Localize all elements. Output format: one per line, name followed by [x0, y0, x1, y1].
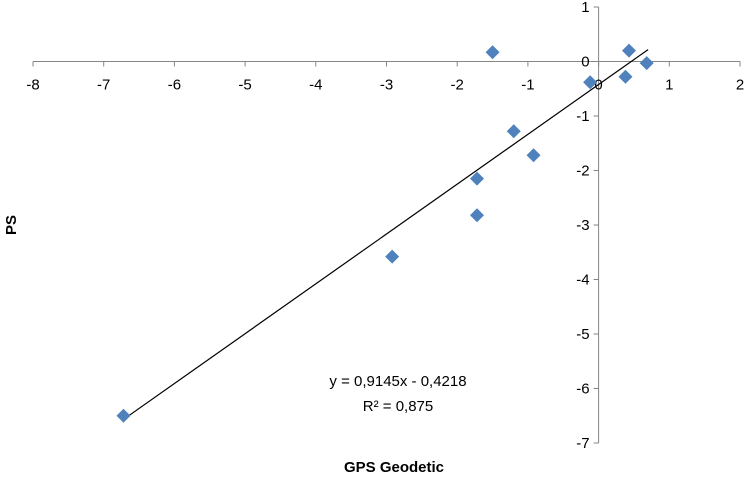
- data-point: [639, 56, 654, 71]
- x-tick-label: 1: [665, 77, 673, 94]
- x-tick-label: -4: [309, 77, 322, 94]
- x-tick-label: -8: [26, 77, 39, 94]
- x-tick-label: -5: [238, 77, 251, 94]
- y-tick-label: -5: [576, 326, 589, 343]
- x-tick-label: -3: [380, 77, 393, 94]
- y-axis-title: PS: [3, 215, 20, 235]
- data-point: [469, 171, 484, 186]
- trendline-equation: y = 0,9145x - 0,4218: [329, 373, 466, 390]
- x-tick-label: -6: [168, 77, 181, 94]
- data-point: [469, 208, 484, 223]
- y-tick-label: -2: [576, 163, 589, 180]
- y-tick-label: -7: [576, 435, 589, 452]
- x-axis-title: GPS Geodetic: [344, 459, 444, 476]
- x-axis-ticks: -8-7-6-5-4-3-2-1012: [26, 61, 744, 94]
- data-point: [485, 45, 500, 60]
- x-tick-label: -2: [451, 77, 464, 94]
- trendline-r2: R² = 0,875: [363, 398, 433, 415]
- data-point: [506, 124, 521, 139]
- trendline: [123, 49, 649, 420]
- data-point: [618, 69, 633, 84]
- y-tick-label: -6: [576, 381, 589, 398]
- x-tick-label: 2: [736, 77, 744, 94]
- trendline-layer: [123, 49, 649, 420]
- data-point: [583, 75, 598, 90]
- y-axis-ticks: 1 0 -1 -2 -3 -4 -5 -6 -7: [576, 0, 599, 452]
- y-tick-label: -4: [576, 272, 589, 289]
- data-point: [622, 43, 637, 58]
- data-points: [116, 43, 654, 423]
- y-tick-label: -1: [576, 108, 589, 125]
- y-tick-label: 1: [581, 0, 589, 16]
- y-tick-label: -3: [576, 217, 589, 234]
- y-tick-label: 0: [581, 54, 589, 71]
- data-point: [526, 148, 541, 163]
- data-point: [116, 408, 131, 423]
- x-tick-label: -7: [97, 77, 110, 94]
- data-point: [385, 249, 400, 264]
- x-tick-label: -1: [521, 77, 534, 94]
